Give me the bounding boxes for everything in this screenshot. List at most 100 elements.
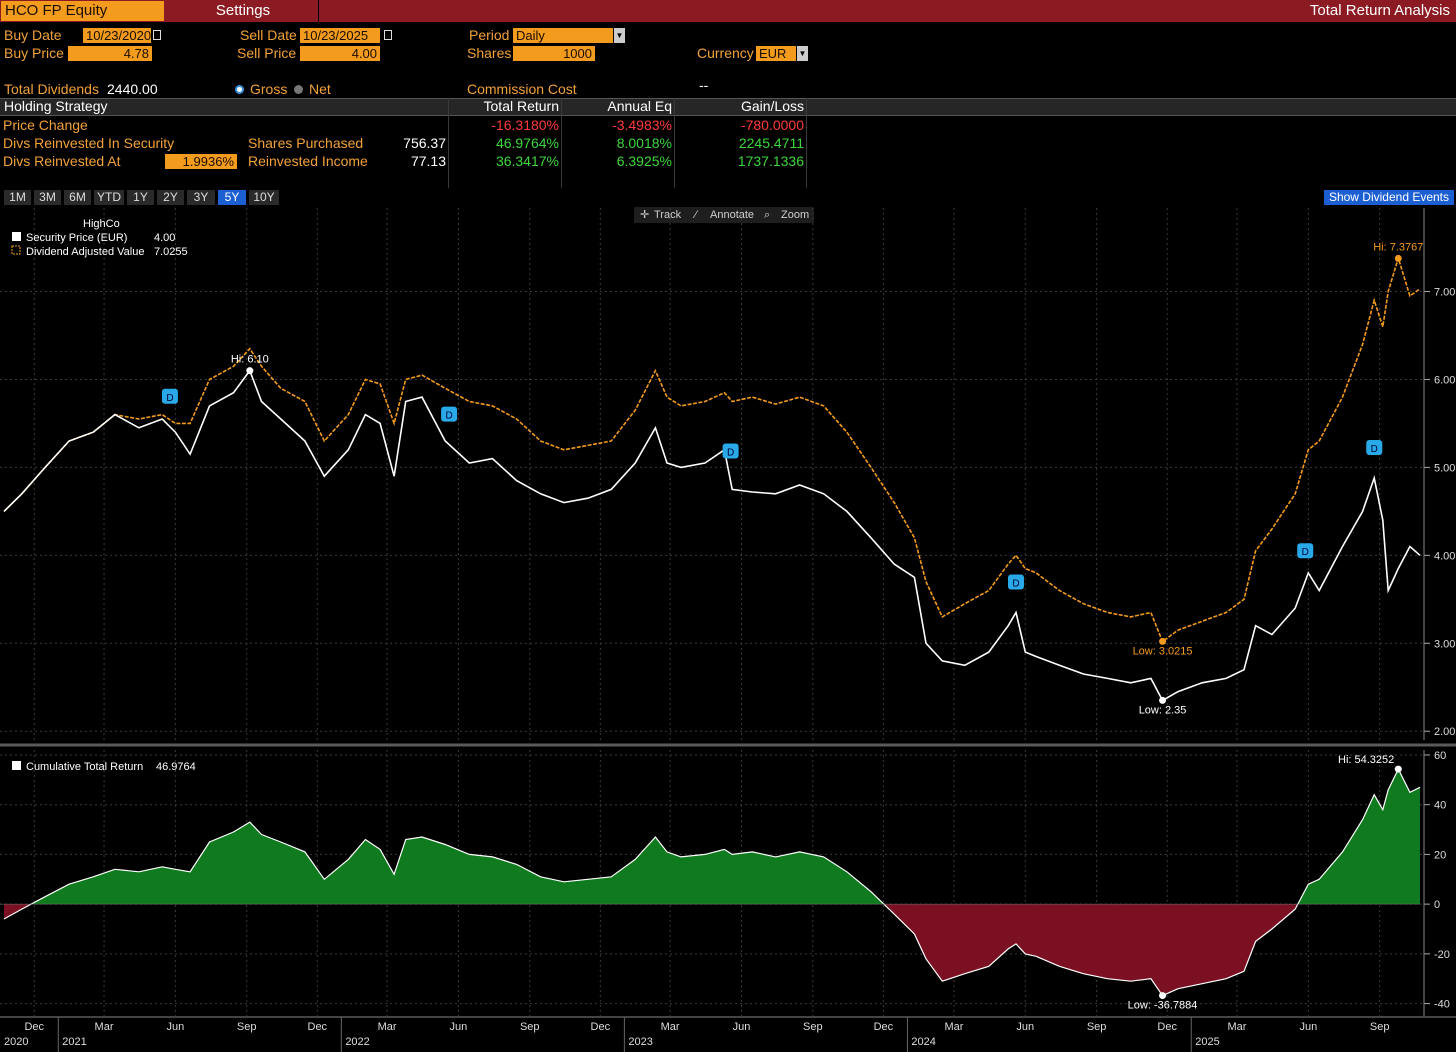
period-select[interactable]: Daily: [513, 28, 613, 43]
x-tick-label: Jun: [450, 1021, 468, 1033]
buy-price-field[interactable]: 4.78: [68, 46, 152, 61]
sell-price-field[interactable]: 4.00: [300, 46, 380, 61]
x-tick-label: Sep: [520, 1021, 540, 1033]
commission-value: --: [699, 77, 709, 93]
dividend-event-label: D: [1012, 578, 1019, 589]
legend-entry-dividend-adjusted: Dividend Adjusted Value: [26, 246, 144, 258]
net-radio[interactable]: [294, 85, 303, 94]
total-dividends-label: Total Dividends: [4, 81, 99, 97]
dividend-event-marker: [161, 388, 178, 404]
page-title: Total Return Analysis: [1309, 2, 1450, 19]
chevron-down-icon[interactable]: ▼: [797, 46, 808, 61]
legend-value-dividend-adjusted: 7.0255: [154, 246, 188, 258]
pencil-icon[interactable]: ∕: [695, 209, 697, 221]
range-3y-button[interactable]: 3Y: [187, 190, 215, 205]
extreme-label: Hi: 7.3767: [1373, 241, 1423, 253]
zoom-button[interactable]: Zoom: [781, 209, 810, 221]
show-dividend-events-button[interactable]: Show Dividend Events: [1324, 190, 1454, 205]
extreme-marker: [1159, 696, 1167, 704]
column-divider: [561, 98, 562, 188]
dividend-event-marker: [1366, 439, 1383, 455]
series-cumulative-return-line: [3, 767, 1421, 997]
legend-entry-security-price: Security Price (EUR): [26, 232, 127, 244]
x-tick-label: Sep: [1370, 1021, 1390, 1033]
y-tick-label: 2.00: [1434, 726, 1455, 738]
range-1m-button[interactable]: 1M: [4, 190, 31, 205]
reinvested-income-value: 77.13: [410, 153, 446, 169]
net-label: Net: [309, 81, 331, 97]
range-ytd-button[interactable]: YTD: [94, 190, 124, 205]
buy-date-label: Buy Date: [4, 27, 62, 43]
total-return-cell: 36.3417%: [495, 153, 559, 169]
shares-purchased-value: 756.37: [403, 135, 446, 151]
series-dividend-adjusted-line: [3, 255, 1421, 643]
gain-loss-cell: 2245.4711: [738, 135, 804, 151]
shares-field[interactable]: 1000: [513, 46, 595, 61]
legend-swatch-dividend-adjusted: [11, 245, 21, 255]
x-tick-label: Sep: [1087, 1021, 1107, 1033]
range-5y-button[interactable]: 5Y: [218, 190, 246, 205]
extreme-label: Hi: 6.10: [231, 354, 269, 366]
range-2y-button[interactable]: 2Y: [157, 190, 184, 205]
ticker-field[interactable]: HCO FP Equity: [1, 1, 164, 21]
extreme-label: Low: -36.7884: [1128, 1000, 1198, 1012]
magnifier-icon[interactable]: ⌕: [764, 209, 771, 221]
gain-loss-cell: 1737.1336: [737, 153, 804, 169]
range-6m-button[interactable]: 6M: [64, 190, 91, 205]
y-tick-label: 3.00: [1434, 638, 1455, 650]
column-divider: [806, 98, 807, 188]
y-tick-label: 5.00: [1434, 462, 1455, 474]
calendar-icon[interactable]: [384, 30, 392, 40]
annual-eq-cell: 8.0018%: [616, 135, 672, 151]
calendar-icon[interactable]: [153, 30, 161, 40]
y-tick-label: 60: [1434, 750, 1446, 762]
gross-radio[interactable]: [235, 85, 244, 94]
legend-entry-cumulative-return: Cumulative Total Return: [26, 761, 143, 773]
extreme-label: Low: 2.35: [1139, 704, 1187, 716]
crosshair-icon[interactable]: ✛: [640, 209, 650, 221]
x-tick-label: Jun: [1299, 1021, 1317, 1033]
extreme-marker: [246, 367, 254, 375]
extreme-marker: [1159, 992, 1167, 1000]
currency-label: Currency: [697, 45, 754, 61]
y-tick-label: 4.00: [1434, 550, 1455, 562]
settings-button[interactable]: Settings: [168, 0, 319, 22]
annotate-button[interactable]: Annotate: [710, 209, 755, 221]
gross-label: Gross: [250, 81, 288, 97]
extreme-marker: [1394, 765, 1402, 773]
currency-select[interactable]: EUR: [756, 46, 796, 61]
x-year-label: 2025: [1195, 1036, 1219, 1048]
dividend-event-label: D: [1371, 444, 1378, 455]
dividend-event-marker: [722, 443, 739, 459]
gain-loss-cell: -780.0000: [740, 117, 804, 133]
reinvest-rate-field[interactable]: 1.9936%: [165, 154, 237, 169]
buy-price-label: Buy Price: [4, 45, 64, 61]
column-header: Gain/Loss: [740, 98, 804, 114]
extreme-marker: [1394, 254, 1402, 262]
table-header: [0, 98, 1456, 116]
x-tick-label: Jun: [167, 1021, 185, 1033]
y-tick-label: 20: [1434, 849, 1446, 861]
chart-legend-title: HighCo: [83, 218, 120, 230]
column-header: Annual Eq: [607, 98, 672, 114]
buy-date-field[interactable]: 10/23/2020: [83, 28, 151, 43]
chevron-down-icon[interactable]: ▼: [614, 28, 625, 43]
x-year-label: 2022: [345, 1036, 369, 1048]
range-10y-button[interactable]: 10Y: [249, 190, 279, 205]
x-tick-label: Dec: [591, 1021, 611, 1033]
shares-purchased-label: Shares Purchased: [248, 135, 364, 151]
sell-date-field[interactable]: 10/23/2025: [300, 28, 380, 43]
shares-label: Shares: [467, 45, 512, 61]
legend-swatch-security-price: [12, 232, 21, 241]
range-3m-button[interactable]: 3M: [34, 190, 61, 205]
dividend-event-marker: [1007, 574, 1024, 590]
x-tick-label: Mar: [1228, 1021, 1247, 1033]
annual-eq-cell: 6.3925%: [616, 153, 672, 169]
range-1y-button[interactable]: 1Y: [127, 190, 154, 205]
period-label: Period: [469, 27, 510, 43]
reinvested-income-label: Reinvested Income: [248, 153, 368, 169]
track-button[interactable]: Track: [654, 209, 682, 221]
annual-eq-cell: -3.4983%: [612, 117, 672, 133]
x-year-label: 2023: [628, 1036, 652, 1048]
x-tick-label: Jun: [1016, 1021, 1034, 1033]
